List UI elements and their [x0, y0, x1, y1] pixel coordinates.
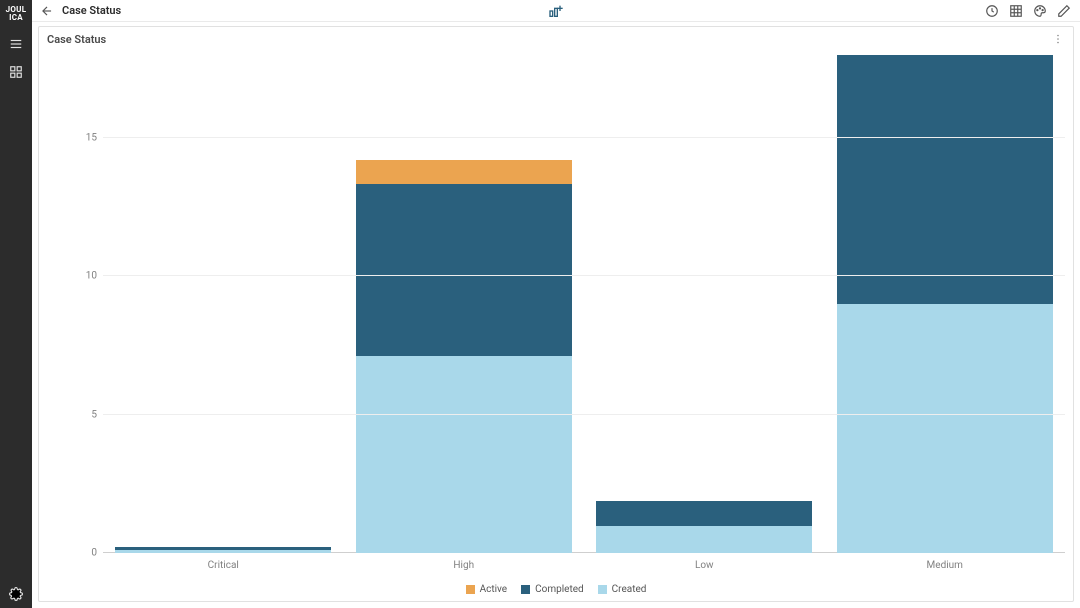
dashboard-nav-button[interactable] — [0, 58, 32, 86]
theme-button[interactable] — [1032, 3, 1048, 19]
brand-logo: JOULICA — [6, 4, 27, 30]
panel-menu-button[interactable] — [1051, 32, 1065, 46]
bar-segment-completed[interactable] — [356, 184, 572, 356]
bar-segment-created[interactable] — [596, 526, 812, 553]
chart-legend: Active Completed Created — [39, 584, 1073, 595]
table-view-button[interactable] — [1008, 3, 1024, 19]
legend-label: Completed — [535, 584, 584, 595]
x-axis: CriticalHighLowMedium — [103, 560, 1065, 571]
settings-nav-button[interactable] — [0, 580, 32, 608]
add-chart-button[interactable] — [546, 1, 566, 21]
main-column: Case Status — [32, 0, 1080, 608]
bar-segment-created[interactable] — [837, 304, 1053, 553]
bar-slot — [825, 55, 1066, 553]
y-tick-label: 10 — [86, 271, 97, 282]
left-nav-rail: JOULICA — [0, 0, 32, 608]
legend-item-active[interactable]: Active — [466, 584, 508, 595]
bar-segment-created[interactable] — [115, 550, 331, 553]
y-tick-label: 0 — [91, 548, 97, 559]
gridline — [103, 275, 1065, 276]
bar-slot — [584, 55, 825, 553]
bar[interactable] — [596, 393, 812, 553]
table-icon — [1009, 4, 1023, 18]
bar[interactable] — [837, 55, 1053, 553]
panel-wrapper: Case Status 0 5 10 15 CriticalHighLowMedium… — [32, 22, 1080, 608]
gear-icon — [9, 587, 23, 601]
legend-swatch — [521, 585, 530, 594]
bar-slot — [103, 55, 344, 553]
bar-segment-active[interactable] — [356, 160, 572, 185]
panel-header: Case Status — [39, 27, 1073, 51]
chart-panel: Case Status 0 5 10 15 CriticalHighLowMedium… — [38, 26, 1074, 602]
bar-segment-completed[interactable] — [596, 501, 812, 526]
legend-label: Active — [480, 584, 508, 595]
chart-area: 0 5 10 15 CriticalHighLowMedium Active Compl… — [39, 51, 1073, 601]
bar-slot — [344, 55, 585, 553]
chart-plot — [103, 55, 1065, 553]
chart-bars — [103, 55, 1065, 553]
page-header: Case Status — [32, 0, 1080, 22]
header-center — [546, 1, 566, 21]
legend-swatch — [598, 585, 607, 594]
edit-button[interactable] — [1056, 3, 1072, 19]
x-tick-label: Critical — [103, 560, 344, 571]
app-root: JOULICA Case Status — [0, 0, 1080, 608]
hamburger-icon — [9, 37, 23, 51]
gridline — [103, 137, 1065, 138]
page-title: Case Status — [62, 4, 121, 17]
add-chart-icon — [548, 3, 564, 19]
legend-label: Created — [612, 584, 647, 595]
header-left: Case Status — [38, 2, 121, 20]
legend-item-completed[interactable]: Completed — [521, 584, 584, 595]
gridline — [103, 414, 1065, 415]
arrow-left-icon — [40, 4, 54, 18]
menu-toggle-button[interactable] — [0, 30, 32, 58]
clock-icon — [985, 4, 999, 18]
back-button[interactable] — [38, 2, 56, 20]
bar-segment-created[interactable] — [356, 356, 572, 553]
header-right — [984, 3, 1074, 19]
bar[interactable] — [115, 498, 331, 553]
x-tick-label: Low — [584, 560, 825, 571]
history-button[interactable] — [984, 3, 1000, 19]
more-vertical-icon — [1052, 33, 1064, 45]
palette-icon — [1033, 4, 1047, 18]
legend-swatch — [466, 585, 475, 594]
legend-item-created[interactable]: Created — [598, 584, 647, 595]
x-tick-label: High — [344, 560, 585, 571]
panel-title: Case Status — [47, 33, 106, 46]
bar-segment-completed[interactable] — [837, 55, 1053, 304]
bar[interactable] — [356, 110, 572, 553]
grid-icon — [9, 65, 23, 79]
pencil-icon — [1057, 4, 1071, 18]
y-tick-label: 5 — [91, 409, 97, 420]
x-tick-label: Medium — [825, 560, 1066, 571]
y-axis: 051015 — [39, 55, 101, 553]
y-tick-label: 15 — [86, 133, 97, 144]
